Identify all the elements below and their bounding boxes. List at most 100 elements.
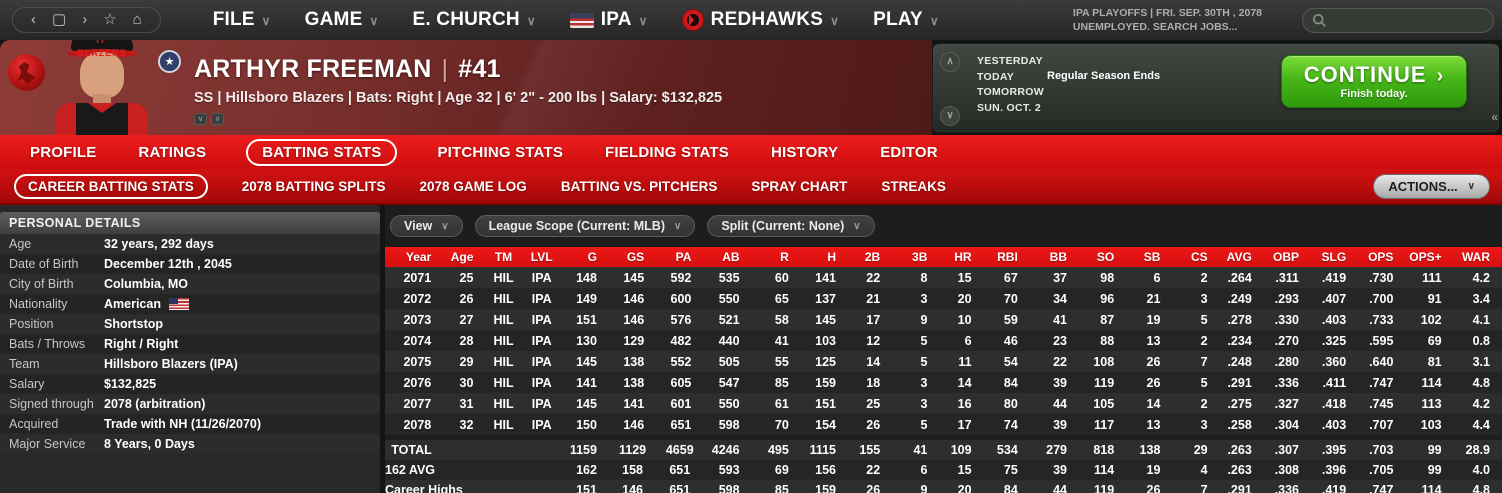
- date-labels: YESTERDAY TODAY TOMORROW SUN. OCT. 2: [977, 54, 1044, 116]
- subtab-career-batting-stats[interactable]: CAREER BATTING STATS: [14, 173, 208, 199]
- col-g[interactable]: G: [587, 250, 597, 264]
- col-2b[interactable]: 2B: [864, 250, 881, 264]
- main-tab-bar: PROFILE RATINGS BATTING STATS PITCHING STAT…: [0, 135, 1502, 169]
- chevron-down-icon: ∨: [1467, 180, 1475, 192]
- back-icon[interactable]: ‹: [31, 11, 36, 28]
- tab-profile[interactable]: PROFILE: [30, 143, 97, 161]
- subtab-streaks[interactable]: STREAKS: [881, 178, 946, 194]
- split-dropdown[interactable]: Split (Current: None) ∨: [707, 215, 875, 237]
- stats-row-2076: 2076 30 HIL IPA 141 138 605 547 85 159 18 3 14 84 39 11…: [385, 372, 1502, 393]
- forward-icon[interactable]: ›: [82, 11, 88, 28]
- search-box[interactable]: [1302, 7, 1494, 33]
- stats-table-body: 2071 25 HIL IPA 148 145 592 535 60 141 22 8 15 67 37 98…: [385, 267, 1502, 493]
- date-panel: ∧ ∨ YESTERDAY TODAY TOMORROW SUN. OCT. 2…: [932, 43, 1500, 133]
- chevron-down-icon: ∨: [929, 14, 939, 28]
- tab-history[interactable]: HISTORY: [770, 143, 839, 161]
- col-ab[interactable]: AB: [722, 250, 740, 264]
- tab-ratings[interactable]: RATINGS: [138, 143, 207, 161]
- home-icon[interactable]: ⌂: [132, 11, 142, 28]
- chevron-up-icon[interactable]: ∧: [940, 52, 960, 72]
- stats-row-2071: 2071 25 HIL IPA 148 145 592 535 60 141 22 8 15 67 37 98…: [385, 267, 1502, 288]
- col-bb[interactable]: BB: [1049, 250, 1067, 264]
- subtab-2078-game-log[interactable]: 2078 GAME LOG: [419, 178, 527, 194]
- collapse-panel-icon[interactable]: «: [1491, 110, 1498, 124]
- player-name-line: ARTHYR FREEMAN | #41: [194, 55, 722, 84]
- stats-header-row: Year Age TM LVL G GS PA AB R H 2B 3B HR RBI BB SO SB CS AV…: [385, 247, 1502, 267]
- yesterday-label: YESTERDAY: [977, 55, 1043, 67]
- col-gs[interactable]: GS: [626, 250, 645, 264]
- col-r[interactable]: R: [780, 250, 789, 264]
- col-pa[interactable]: PA: [675, 250, 692, 264]
- today-event: Regular Season Ends: [1047, 70, 1161, 82]
- menu-game[interactable]: GAME ∨: [304, 9, 379, 30]
- stats-row-2074: 2074 28 HIL IPA 130 129 482 440 41 103 12 5 6 46 23 88 1…: [385, 330, 1502, 351]
- subtab-spray-chart[interactable]: SPRAY CHART: [751, 178, 848, 194]
- personal-row-age: Age 32 years, 292 days: [0, 234, 380, 254]
- col-hr[interactable]: HR: [954, 250, 972, 264]
- chevron-down-icon: ∨: [830, 14, 840, 28]
- col-sb[interactable]: SB: [1143, 250, 1161, 264]
- col-slg[interactable]: SLG: [1321, 250, 1347, 264]
- col-lvl[interactable]: LVL: [530, 250, 553, 264]
- player-portrait: H BLAZERS: [52, 26, 152, 135]
- col-avg[interactable]: AVG: [1226, 250, 1252, 264]
- menu-e-church[interactable]: E. CHURCH ∨: [412, 9, 536, 30]
- menu-ipa[interactable]: IPA ∨: [569, 9, 648, 31]
- col-tm[interactable]: TM: [494, 250, 513, 264]
- tab-editor[interactable]: EDITOR: [880, 143, 938, 161]
- jersey-text: BLAZERS: [77, 48, 127, 58]
- tab-fielding-stats[interactable]: FIELDING STATS: [605, 143, 729, 161]
- continue-arrow-icon: ›: [1436, 65, 1445, 87]
- stats-panel: View ∨ League Scope (Current: MLB) ∨ Split…: [385, 205, 1502, 493]
- search-input[interactable]: [1327, 13, 1484, 27]
- actions-button[interactable]: ACTIONS... ∨: [1373, 173, 1490, 199]
- summary-row-career-highs: Career Highs 151 146 651 598 85 159 26 9 20 84 44 11…: [385, 480, 1502, 493]
- col-age[interactable]: Age: [450, 250, 474, 264]
- summary-row-total: TOTAL 1159 1129 4659 4246 495 1115 155 41 109 534 2…: [385, 440, 1502, 460]
- chevron-down-icon: ∨: [261, 14, 271, 28]
- view-dropdown[interactable]: View ∨: [390, 215, 463, 237]
- chevron-down-icon: ∨: [441, 220, 449, 232]
- status-jobs-link[interactable]: UNEMPLOYED. SEARCH JOBS...: [1072, 21, 1238, 33]
- col-obp[interactable]: OBP: [1272, 250, 1299, 264]
- personal-row-position: Position Shortstop: [0, 314, 380, 334]
- personal-details-rows: Age 32 years, 292 days Date of Birth Decemb…: [0, 234, 380, 454]
- col-3b[interactable]: 3B: [912, 250, 928, 264]
- tab-pitching-stats[interactable]: PITCHING STATS: [437, 143, 564, 161]
- chevron-down-icon[interactable]: ∨: [940, 106, 960, 126]
- col-h[interactable]: H: [827, 250, 836, 264]
- continue-button[interactable]: CONTINUE › Finish today.: [1281, 55, 1467, 108]
- player-badge-icon: ★: [158, 50, 181, 73]
- chevron-down-icon: ∨: [526, 14, 536, 28]
- personal-row-major-service: Major Service 8 Years, 0 Days: [0, 434, 380, 454]
- header-mini-icon-1[interactable]: ∨: [194, 113, 207, 125]
- personal-row-nationality: Nationality American: [0, 294, 380, 314]
- page-icon[interactable]: ▢: [52, 11, 67, 28]
- career-batting-stats-table: Year Age TM LVL G GS PA AB R H 2B 3B HR RBI BB SO SB CS AV…: [385, 247, 1502, 493]
- col-rbi[interactable]: RBI: [997, 250, 1018, 264]
- col-year[interactable]: Year: [405, 250, 432, 264]
- tab-batting-stats[interactable]: BATTING STATS: [246, 138, 398, 166]
- col-war[interactable]: WAR: [1462, 250, 1490, 264]
- top-bar: ‹ ▢ › ☆ ⌂ FILE ∨ GAME ∨ E. CHURCH ∨ IPA ∨ REDHAWKS ∨ P…: [0, 0, 1502, 40]
- player-details-line: SS | Hillsboro Blazers | Bats: Right | A…: [194, 90, 723, 106]
- header-mini-icon-2[interactable]: ∨: [211, 113, 224, 125]
- menu-redhawks[interactable]: REDHAWKS ∨: [681, 9, 840, 31]
- personal-details-title: PERSONAL DETAILS: [0, 212, 380, 234]
- subtab-batting-vs-pitchers[interactable]: BATTING VS. PITCHERS: [560, 178, 718, 194]
- cap-letter: H: [96, 34, 104, 46]
- bookmark-icon[interactable]: ☆: [103, 11, 117, 28]
- menu-play[interactable]: PLAY ∨: [873, 9, 939, 30]
- col-opsplus[interactable]: OPS+: [1409, 250, 1442, 264]
- stats-row-2072: 2072 26 HIL IPA 149 146 600 550 65 137 21 3 20 70 34 96…: [385, 288, 1502, 309]
- col-cs[interactable]: CS: [1190, 250, 1208, 264]
- chevron-down-icon: ∨: [638, 14, 648, 28]
- menu-file[interactable]: FILE ∨: [212, 9, 271, 30]
- col-ops[interactable]: OPS: [1368, 250, 1394, 264]
- col-so[interactable]: SO: [1096, 250, 1115, 264]
- league-scope-dropdown[interactable]: League Scope (Current: MLB) ∨: [474, 215, 696, 237]
- top-status: IPA PLAYOFFS | FRI. SEP. 30TH , 2078 UNE…: [1073, 6, 1262, 34]
- stats-row-2073: 2073 27 HIL IPA 151 146 576 521 58 145 17 9 10 59 41 87…: [385, 309, 1502, 330]
- subtab-2078-batting-splits[interactable]: 2078 BATTING SPLITS: [241, 178, 386, 194]
